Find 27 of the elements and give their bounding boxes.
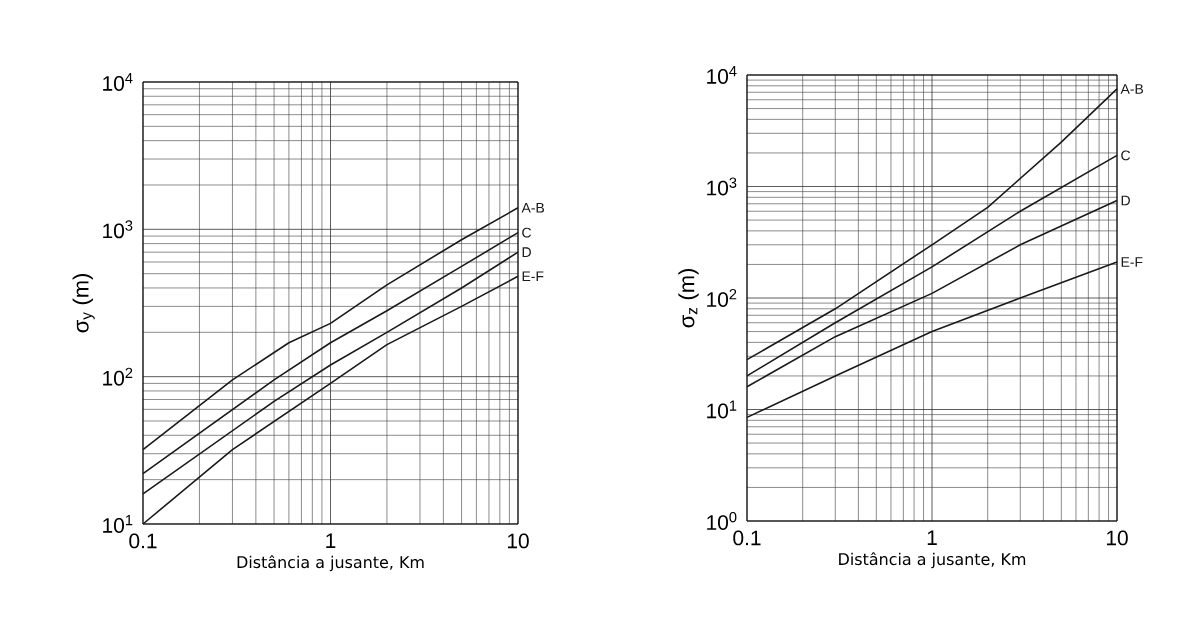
- x-tick-label: 10: [1106, 530, 1128, 546]
- series-label: E-F: [522, 271, 544, 282]
- series-label: A-B: [521, 203, 545, 213]
- y-tick-label: 10$^{2}$: [707, 289, 737, 307]
- y-tick-label: 10$^{2}$: [103, 367, 133, 386]
- y-tick-label: 10$^{3}$: [103, 220, 133, 239]
- y-tick-label: 10$^{1}$: [707, 400, 737, 419]
- series-label: C: [1121, 150, 1131, 161]
- y-tick-label: 10$^{0}$: [707, 512, 737, 530]
- x-tick-label: 10: [507, 533, 529, 549]
- series-label: D: [1121, 195, 1130, 206]
- series-label: E-F: [1121, 257, 1143, 267]
- x-axis-title: Distância a jusante, Km: [839, 552, 1026, 569]
- x-tick-label: 0.1: [733, 530, 761, 546]
- x-tick-label: 0.1: [129, 533, 157, 549]
- series-label: A-B: [1120, 84, 1144, 94]
- series-label: D: [522, 247, 531, 257]
- x-tick-label: 1: [927, 530, 937, 545]
- y-axis-title: σ$_{y}$ (m): [72, 274, 95, 333]
- x-tick-label: 1: [326, 533, 336, 548]
- y-tick-label: 10$^{3}$: [707, 177, 737, 196]
- y-tick-label: 10$^{4}$: [103, 73, 133, 91]
- y-axis-title: σ$_{z}$ (m): [678, 269, 699, 328]
- series-label: C: [522, 227, 532, 238]
- x-axis-title: Distância a jusante, Km: [237, 555, 424, 572]
- y-tick-label: 10$^{4}$: [707, 66, 737, 84]
- y-tick-label: 10$^{1}$: [103, 515, 133, 533]
